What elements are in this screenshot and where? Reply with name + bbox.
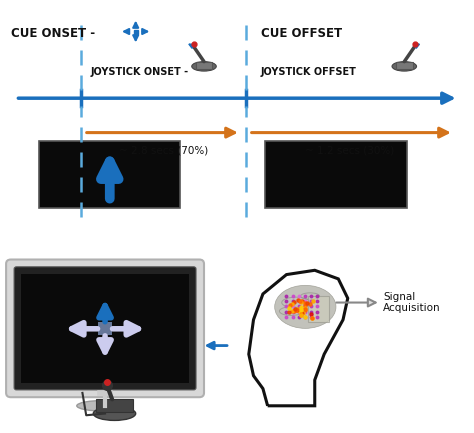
FancyBboxPatch shape — [14, 267, 196, 390]
Bar — [98, 322, 112, 335]
Text: JOYSTICK OFFSET: JOYSTICK OFFSET — [261, 67, 356, 77]
Text: Signal
Acquisition: Signal Acquisition — [383, 292, 441, 313]
Ellipse shape — [192, 61, 216, 71]
Bar — [308, 296, 329, 322]
Bar — [21, 274, 189, 384]
Bar — [96, 399, 133, 412]
FancyBboxPatch shape — [6, 259, 204, 397]
Ellipse shape — [275, 285, 336, 328]
Text: CUE ONSET -: CUE ONSET - — [11, 27, 95, 40]
Ellipse shape — [77, 401, 133, 411]
Ellipse shape — [392, 61, 417, 71]
Text: JOYSTICK ONSET -: JOYSTICK ONSET - — [91, 67, 189, 77]
Bar — [196, 61, 212, 69]
Text: ~ 1.2 secs (30%): ~ 1.2 secs (30%) — [305, 145, 395, 155]
Ellipse shape — [93, 407, 136, 420]
Text: CUE OFFSET: CUE OFFSET — [261, 27, 342, 40]
Text: ~ 2.8 secs (70%): ~ 2.8 secs (70%) — [119, 145, 209, 155]
Bar — [39, 141, 181, 208]
Bar — [265, 141, 407, 208]
Bar — [396, 61, 413, 69]
